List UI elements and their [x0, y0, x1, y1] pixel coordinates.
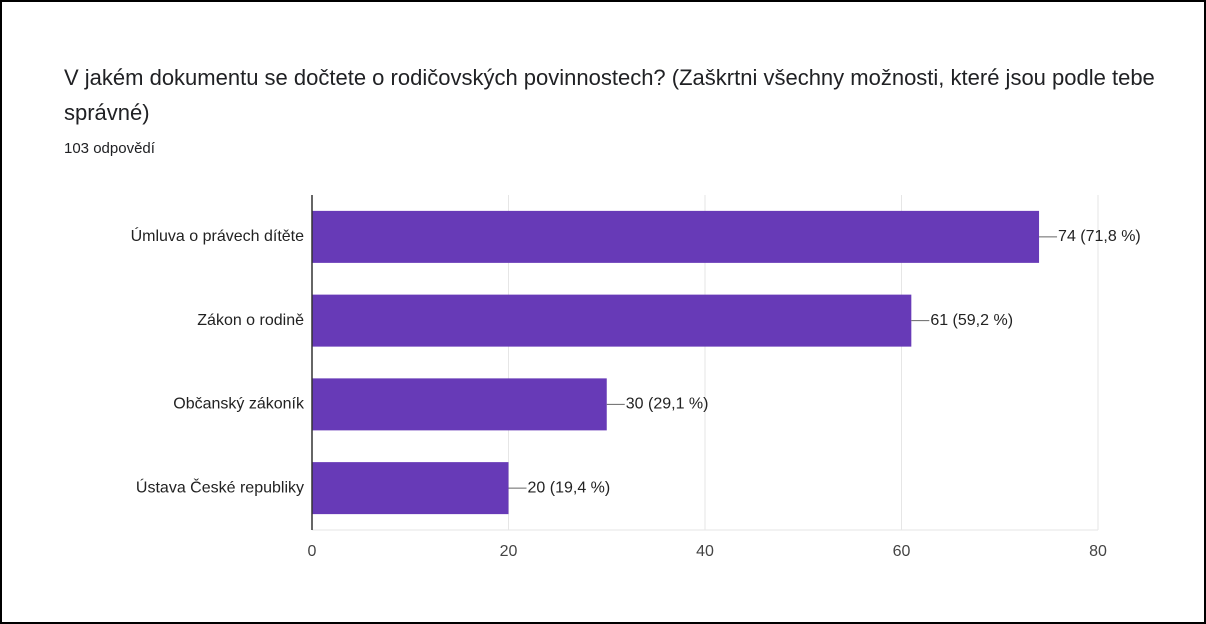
x-tick-label: 40 — [696, 543, 714, 560]
value-label: 20 (19,4 %) — [528, 479, 611, 496]
y-tick-label: Občanský zákoník — [173, 396, 305, 413]
x-tick-label: 60 — [893, 543, 911, 560]
bar — [312, 462, 509, 515]
x-tick-label: 20 — [500, 543, 518, 560]
bar — [312, 378, 607, 431]
value-label: 74 (71,8 %) — [1058, 228, 1141, 245]
y-tick-label: Zákon o rodině — [197, 312, 304, 329]
x-tick-label: 0 — [308, 543, 317, 560]
value-label: 61 (59,2 %) — [930, 312, 1013, 329]
x-tick-label: 80 — [1089, 543, 1107, 560]
value-label: 30 (29,1 %) — [626, 396, 709, 413]
chart-title: V jakém dokumentu se dočtete o rodičovsk… — [64, 65, 1155, 125]
chart-subtitle: 103 odpovědí — [64, 140, 155, 157]
bar — [312, 210, 1040, 263]
y-tick-label: Úmluva o právech dítěte — [131, 226, 305, 245]
bar — [312, 294, 912, 347]
y-tick-label: Ústava České republiky — [136, 477, 304, 496]
